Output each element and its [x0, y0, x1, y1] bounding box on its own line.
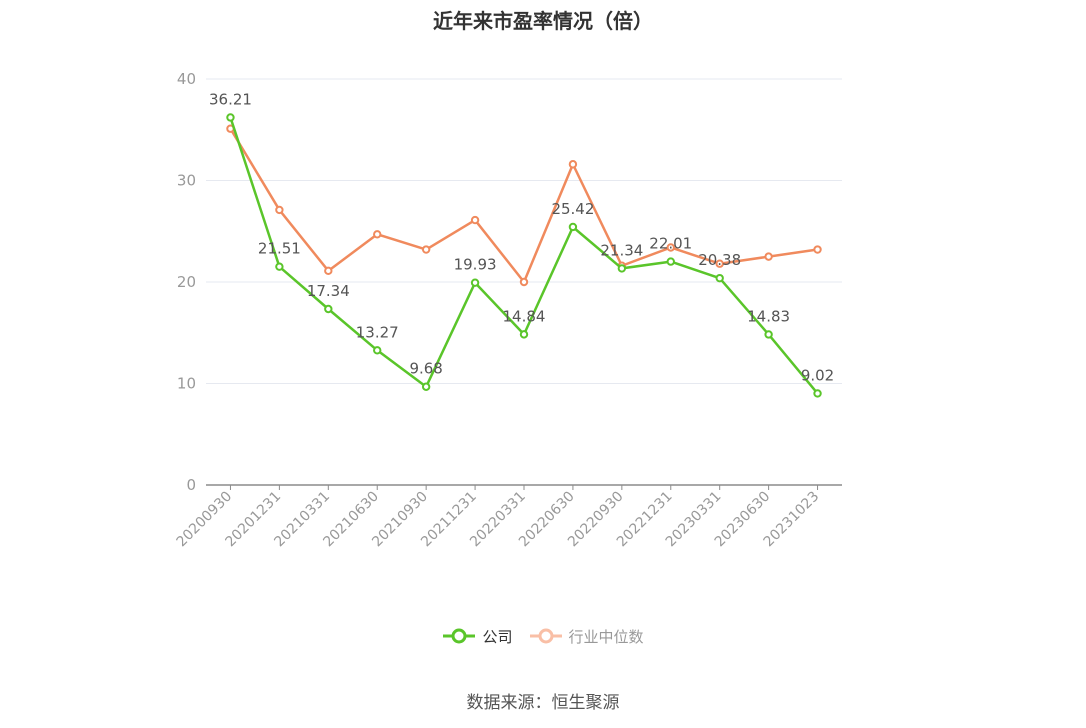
legend-industry-icon [529, 628, 562, 644]
company-data-label: 9.68 [409, 360, 442, 378]
legend-industry-label: 行业中位数 [568, 627, 644, 646]
y-tick-label: 30 [177, 172, 196, 190]
company-data-label: 14.83 [747, 307, 790, 325]
company-point [617, 264, 627, 273]
industry-point [373, 230, 382, 239]
company-data-label: 36.21 [209, 90, 252, 108]
company-point [715, 273, 724, 283]
y-tick-label: 0 [186, 476, 196, 494]
industry-point [568, 160, 578, 169]
legend: 公司 行业中位数 [0, 624, 1086, 648]
company-point [421, 382, 431, 391]
industry-point [764, 252, 773, 261]
line-chart: 0102030402020093020201231202103312021063… [174, 70, 842, 550]
company-point [470, 278, 480, 287]
industry-point [813, 245, 822, 254]
industry-point [715, 259, 724, 268]
chart-title: 近年来市盈率情况（倍） [433, 9, 653, 33]
company-point [568, 222, 578, 232]
company-data-label: 13.27 [356, 323, 399, 341]
legend-company-label: 公司 [482, 627, 513, 646]
legend-company-icon [443, 628, 476, 644]
company-point [764, 330, 773, 339]
company-point [813, 389, 822, 398]
y-tick-label: 20 [177, 273, 196, 291]
company-data-label: 21.51 [258, 240, 301, 258]
company-data-label: 25.42 [551, 200, 594, 218]
company-point [226, 113, 235, 122]
legend-item-company[interactable]: 公司 [442, 626, 513, 647]
industry-point [275, 205, 284, 215]
company-data-label: 19.93 [454, 256, 497, 274]
company-data-label: 22.01 [649, 235, 692, 253]
series [226, 113, 822, 398]
y-tick-label: 10 [177, 375, 196, 393]
industry-point [519, 277, 529, 287]
industry-point [470, 215, 480, 225]
company-point [275, 262, 284, 271]
company-data-label: 9.02 [801, 366, 834, 384]
company-point [666, 257, 675, 266]
industry-point [324, 266, 333, 276]
company-data-label: 21.34 [600, 241, 643, 259]
y-tick-label: 40 [177, 70, 196, 88]
legend-item-industry[interactable]: 行业中位数 [529, 626, 644, 647]
company-point [324, 304, 333, 314]
data-labels: 36.21 21.51 17.34 13.27 9.68 19.93 14.84 25.42 2… [209, 90, 834, 384]
company-point [519, 330, 529, 339]
company-data-label: 20.38 [698, 251, 741, 269]
company-data-label: 14.84 [503, 307, 546, 325]
company-data-label: 17.34 [307, 282, 350, 300]
industry-point [421, 245, 431, 254]
industry-point [666, 243, 675, 252]
company-point [373, 346, 382, 355]
data-source: 数据来源：恒生聚源 [466, 693, 620, 713]
